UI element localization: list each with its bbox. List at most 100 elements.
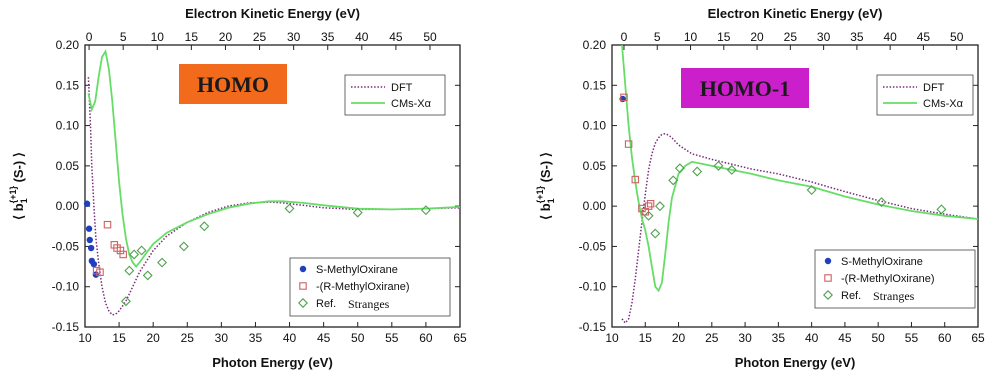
point-ref-stranges <box>142 270 153 281</box>
point-ref-stranges <box>284 203 295 214</box>
legend-label-dft: DFT <box>391 82 413 94</box>
point-ref-stranges <box>654 201 665 212</box>
legend-marker-r-methyloxirane <box>824 274 832 282</box>
y-axis-title-rest: (S-) ⟩ <box>11 152 26 186</box>
y-axis-title-main: ⟨ b <box>11 203 26 220</box>
top-x-tick-label: 0 <box>86 30 93 44</box>
point-ref-stranges <box>650 228 661 239</box>
top-x-tick-label: 40 <box>883 30 897 44</box>
top-x-tick-label: 50 <box>423 30 437 44</box>
x-axis-title: Photon Energy (eV) <box>212 355 333 370</box>
y-axis-title-sub: 1 <box>19 198 29 203</box>
badge-box <box>681 68 809 108</box>
y-tick-label: 0.00 <box>583 199 607 213</box>
legend-marker-s-methyloxirane <box>299 265 307 273</box>
legend-marker-label: S-MethylOxirane <box>841 256 923 268</box>
point-ref-stranges <box>199 221 210 232</box>
top-x-tick-label: 45 <box>917 30 931 44</box>
top-x-tick-label: 15 <box>717 30 731 44</box>
x-tick-label: 50 <box>872 331 886 345</box>
y-tick-label: 0.20 <box>56 38 80 52</box>
x-tick-label: 15 <box>639 331 653 345</box>
point-ref-stranges <box>157 257 168 268</box>
x-tick-label: 25 <box>705 331 719 345</box>
legend-marker-label: -(R-MethylOxirane) <box>841 273 935 285</box>
top-x-axis-title: Electron Kinetic Energy (eV) <box>708 6 883 21</box>
legend-marker-extra: Stranges <box>873 289 915 303</box>
legend-marker-extra: Stranges <box>348 297 390 311</box>
point-s-methyloxirane <box>86 236 93 244</box>
top-x-axis-title: Electron Kinetic Energy (eV) <box>185 6 360 21</box>
point-ref-stranges <box>129 249 140 260</box>
top-x-tick-label: 15 <box>185 30 199 44</box>
point-r-methyloxirane <box>96 268 104 276</box>
y-tick-label: -0.05 <box>579 239 607 253</box>
x-tick-label: 40 <box>283 331 297 345</box>
point-r-methyloxirane <box>624 140 633 148</box>
top-x-tick-label: 45 <box>389 30 403 44</box>
legend-marker-r-methyloxirane <box>299 282 307 290</box>
point-ref-stranges <box>713 160 724 171</box>
x-axis-title: Photon Energy (eV) <box>735 355 856 370</box>
y-tick-label: 0.15 <box>583 78 607 92</box>
top-x-tick-label: 20 <box>219 30 233 44</box>
point-ref-stranges <box>806 185 817 196</box>
legend-markers-box <box>814 249 976 309</box>
top-x-tick-label: 40 <box>355 30 369 44</box>
point-ref-stranges <box>692 166 703 177</box>
legend-marker-label: -(R-MethylOxirane) <box>316 281 410 293</box>
badge-label: HOMO-1 <box>700 76 790 101</box>
panel-homo: 10 15 20 25 30 35 40 45 50 55 60 65 0 5 10 15 20 25 30 35 40… <box>8 6 467 370</box>
point-ref-stranges <box>120 296 131 307</box>
point-s-methyloxirane <box>90 260 98 268</box>
x-tick-label: 55 <box>385 331 399 345</box>
legend-marker-ref <box>823 290 833 300</box>
x-tick-label: 10 <box>78 331 92 345</box>
plot-frame <box>84 44 461 328</box>
y-tick-label: -0.10 <box>579 280 607 294</box>
legend-marker-ref <box>298 298 308 308</box>
point-r-methyloxirane <box>103 220 112 229</box>
point-ref-stranges <box>876 197 887 208</box>
x-tick-label: 35 <box>772 331 786 345</box>
legend-label-cms-xa: CMs-Xα <box>391 98 432 110</box>
x-tick-label: 50 <box>351 331 365 345</box>
top-x-tick-label: 10 <box>151 30 165 44</box>
series-line-dft <box>621 132 978 325</box>
x-tick-label: 60 <box>419 331 433 345</box>
y-axis-title-sub: 1 <box>546 198 556 203</box>
y-axis-title-sup: {+1} <box>535 186 545 204</box>
y-tick-label: 0.00 <box>56 199 80 213</box>
legend-marker-label: Ref. <box>841 290 861 302</box>
series-line-cms-xa <box>87 48 460 269</box>
plot-frame <box>611 44 979 328</box>
point-ref-stranges <box>668 175 679 186</box>
x-tick-label: 30 <box>738 331 752 345</box>
top-x-tick-label: 0 <box>621 30 628 44</box>
top-x-tick-label: 20 <box>750 30 764 44</box>
top-x-tick-label: 10 <box>684 30 698 44</box>
point-r-methyloxirane <box>119 250 127 259</box>
legend-lines-box <box>344 74 446 116</box>
point-ref-stranges <box>643 210 654 221</box>
top-x-tick-label: 25 <box>253 30 267 44</box>
x-tick-label: 45 <box>838 331 852 345</box>
top-x-tick-label: 25 <box>784 30 798 44</box>
top-x-tick-label: 35 <box>321 30 335 44</box>
x-tick-label: 60 <box>938 331 952 345</box>
x-tick-label: 10 <box>605 331 619 345</box>
y-tick-label: 0.05 <box>56 159 80 173</box>
badge-box <box>179 64 287 104</box>
series-line-dft <box>87 77 460 316</box>
top-x-tick-label: 5 <box>120 30 127 44</box>
y-tick-label: -0.15 <box>52 320 80 334</box>
y-axis-title-rest: (S-) ⟩ <box>538 152 553 186</box>
top-x-tick-label: 50 <box>950 30 964 44</box>
x-tick-label: 30 <box>215 331 229 345</box>
point-r-methyloxirane <box>644 202 653 210</box>
y-tick-label: 0.05 <box>583 159 607 173</box>
x-tick-label: 20 <box>147 331 161 345</box>
y-tick-label: 0.10 <box>56 119 80 133</box>
legend-lines-box <box>876 74 974 116</box>
